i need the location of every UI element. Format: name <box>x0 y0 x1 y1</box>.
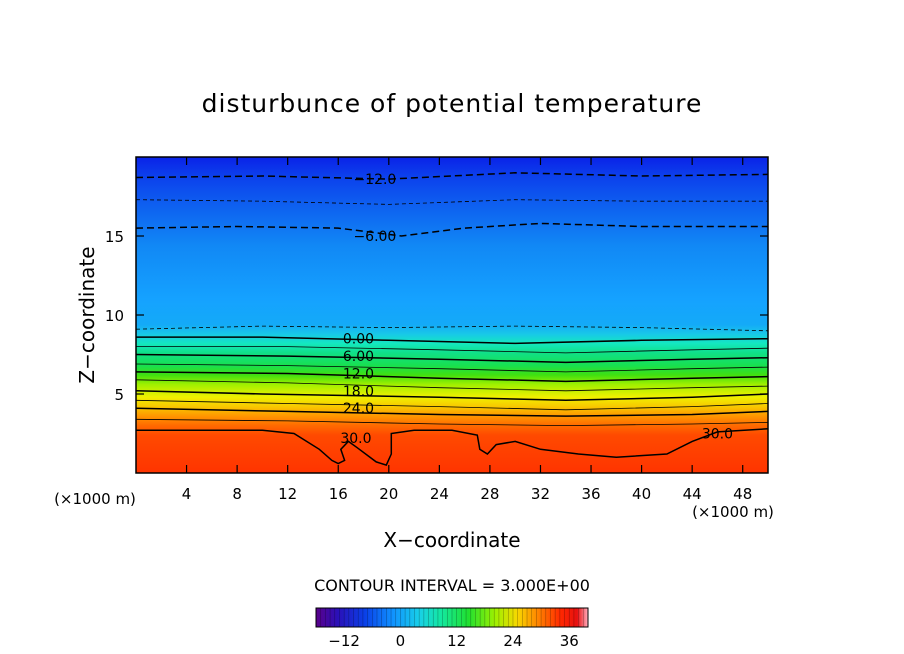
y-axis-label: Z−coordinate <box>75 246 99 383</box>
contour-line <box>136 363 768 373</box>
contour-interval-text: CONTOUR INTERVAL = 3.000E+00 <box>314 576 590 595</box>
filled-contour-field <box>136 157 768 473</box>
contour-label: 6.00 <box>343 349 374 365</box>
x-tick-label: 36 <box>581 485 600 503</box>
contour-line <box>136 325 768 332</box>
x-tick-label: 8 <box>232 485 242 503</box>
x-tick-label: 16 <box>329 485 348 503</box>
contour-label: 12.0 <box>343 366 374 382</box>
x-tick-label: 28 <box>480 485 499 503</box>
y-tick-label: 15 <box>105 228 124 246</box>
contour-line <box>136 379 768 392</box>
contour-line <box>136 371 768 383</box>
colorbar-tick-label: 12 <box>447 632 466 650</box>
y-tick-label: 5 <box>114 386 124 404</box>
x-tick-label: 48 <box>733 485 752 503</box>
contour-label: 0.00 <box>343 332 374 348</box>
contour-label: 18.0 <box>343 384 374 400</box>
x-tick-label: 12 <box>278 485 297 503</box>
x-unit-left: (×1000 m) <box>54 490 136 508</box>
colorbar-tick-label: 0 <box>396 632 406 650</box>
contour-line <box>136 336 768 345</box>
contour-line <box>136 407 768 417</box>
x-tick-label: 20 <box>379 485 398 503</box>
colorbar-tick-label: 36 <box>560 632 579 650</box>
contour-line <box>136 172 768 180</box>
colorbar-fill <box>316 608 588 627</box>
colorbar-tick-label: −12 <box>328 632 360 650</box>
contour-line <box>136 428 768 467</box>
x-tick-label: 40 <box>632 485 651 503</box>
x-tick-label: 24 <box>430 485 449 503</box>
contour-line <box>136 399 768 411</box>
contour-line <box>136 390 768 402</box>
x-tick-label: 4 <box>182 485 192 503</box>
x-tick-label: 44 <box>683 485 702 503</box>
contour-line <box>136 418 768 427</box>
contour-label: 30.0 <box>340 431 371 447</box>
contour-label: −6.00 <box>353 229 396 245</box>
x-unit-right: (×1000 m) <box>692 503 774 521</box>
colorbar: −12 0 12 24 36 <box>315 607 589 650</box>
contour-label: 30.0 <box>702 427 733 443</box>
contour-label: 24.0 <box>343 401 374 417</box>
contour-line <box>136 199 768 205</box>
contour-line <box>136 346 768 354</box>
chart-title: disturbunce of potential temperature <box>202 89 703 118</box>
contour-label: −12.0 <box>353 172 396 188</box>
contour-line <box>136 222 768 237</box>
x-axis-label: X−coordinate <box>383 528 520 552</box>
colorbar-tick-label: 24 <box>503 632 522 650</box>
x-tick-label: 32 <box>531 485 550 503</box>
colorbar-frame <box>315 607 589 628</box>
y-tick-label: 10 <box>105 307 124 325</box>
contour-line <box>136 353 768 364</box>
